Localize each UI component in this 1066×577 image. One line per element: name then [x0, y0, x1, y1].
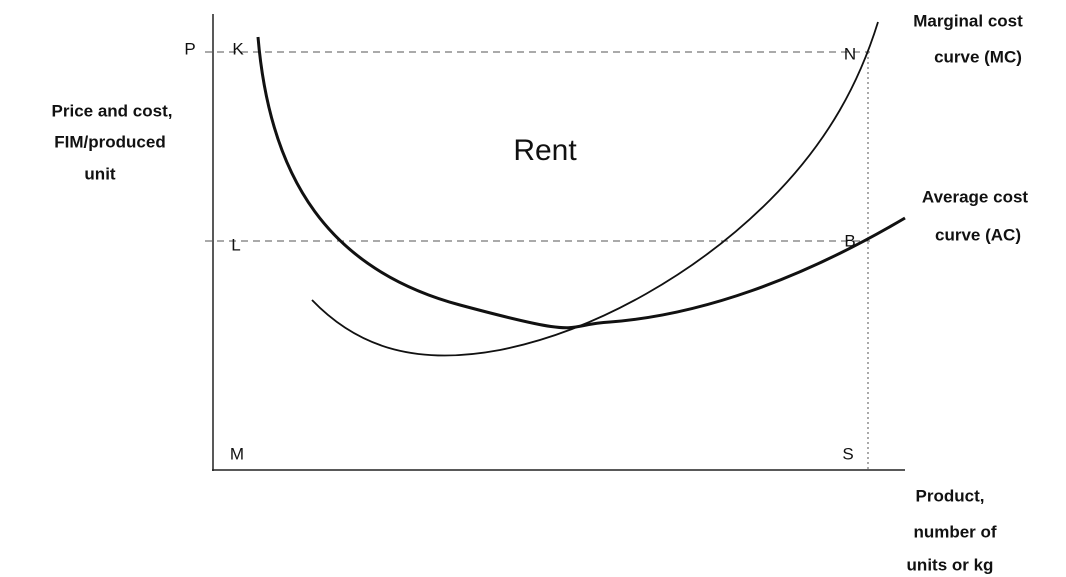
- point-label: P: [184, 39, 195, 58]
- mc-curve: [311, 21, 879, 357]
- ac-label: Average cost: [922, 187, 1028, 206]
- point-label: B: [844, 231, 855, 250]
- point-label: K: [232, 39, 244, 58]
- x-axis-label: number of: [913, 522, 996, 541]
- y-axis-label: Price and cost,: [52, 101, 173, 120]
- x-axis-label: units or kg: [907, 555, 994, 574]
- point-label: L: [231, 235, 240, 254]
- mc-label: curve (MC): [934, 47, 1022, 66]
- y-axis-label: FIM/produced: [54, 132, 165, 151]
- mc-label: Marginal cost: [913, 11, 1023, 30]
- x-axis-label: Product,: [916, 486, 985, 505]
- y-axis-label: unit: [84, 164, 115, 183]
- rent-label: Rent: [513, 134, 577, 167]
- point-label: M: [230, 444, 244, 463]
- ac-label: curve (AC): [935, 225, 1021, 244]
- ac-curve: [256, 36, 906, 330]
- point-label: N: [844, 44, 856, 63]
- point-label: S: [842, 444, 853, 463]
